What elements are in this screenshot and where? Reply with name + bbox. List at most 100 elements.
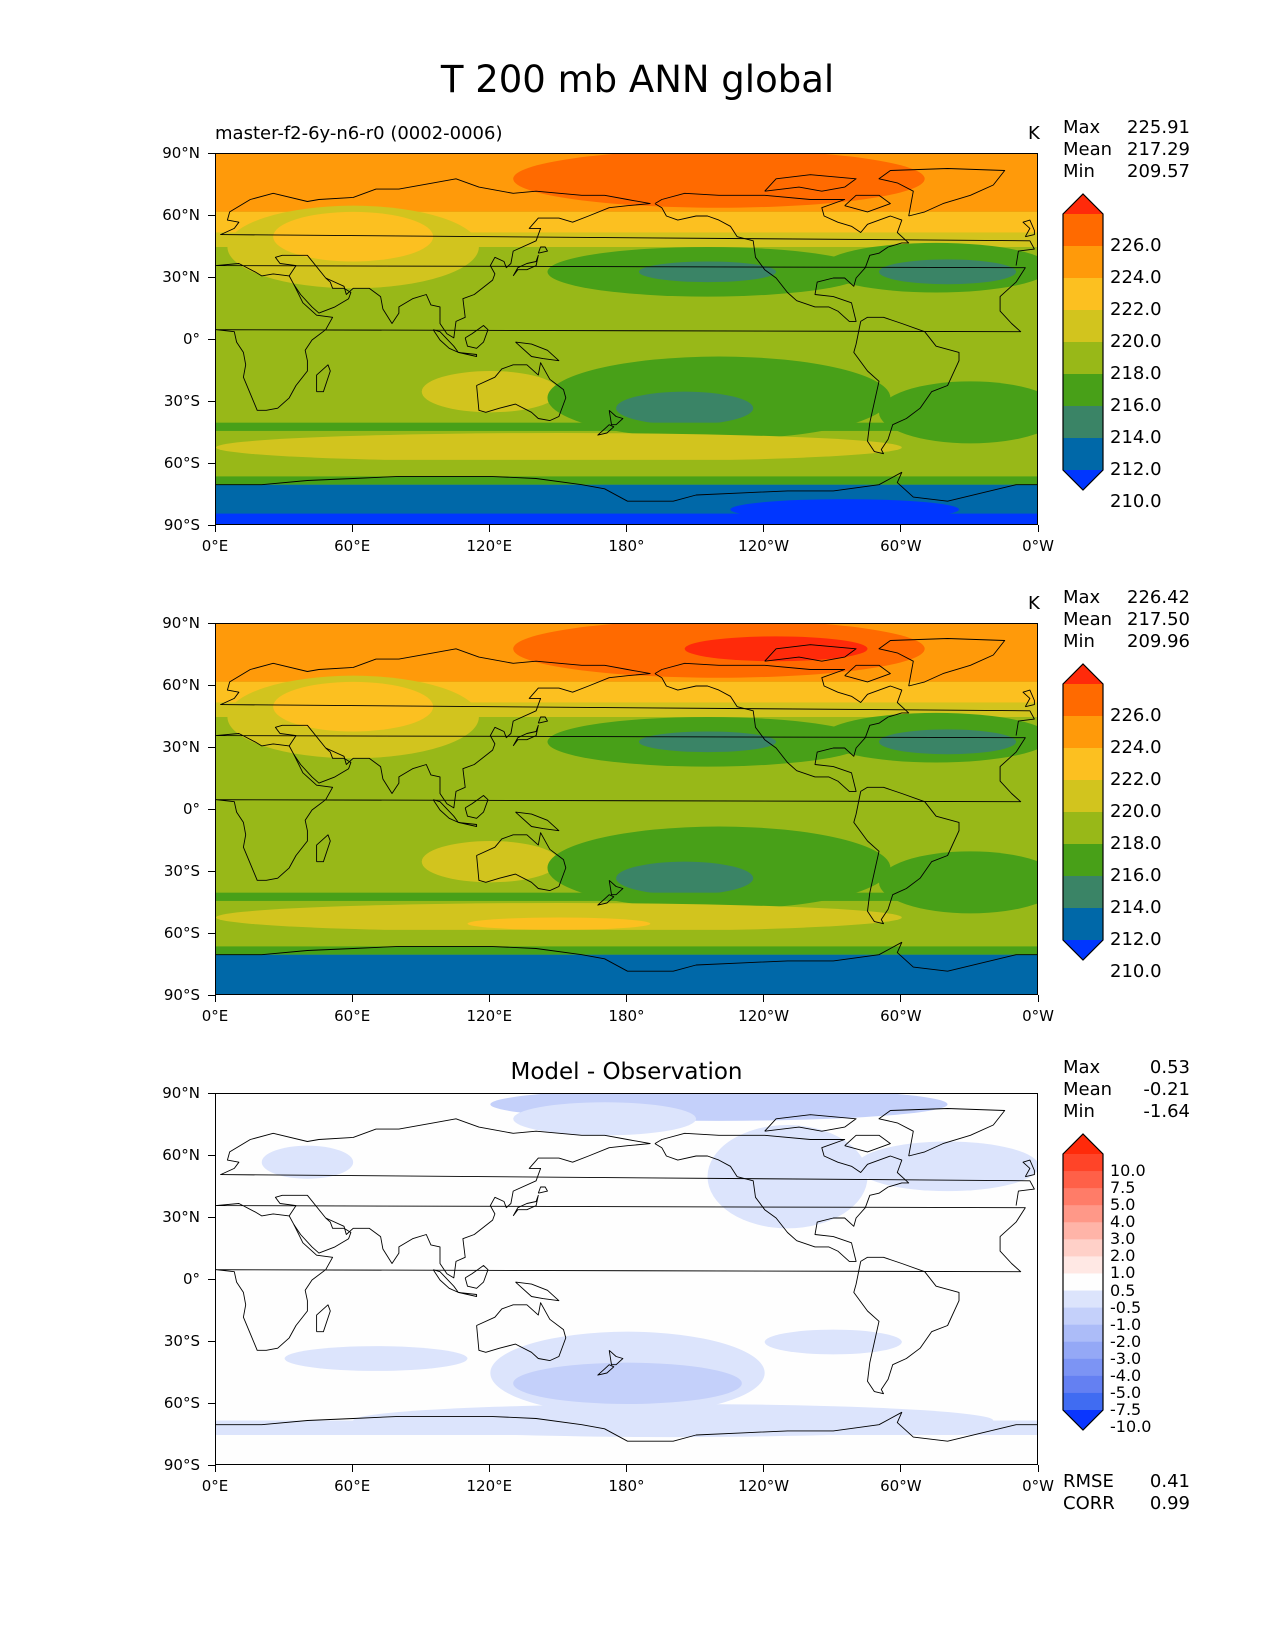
- field-band-40s: [216, 892, 1037, 901]
- y-tick-label: 90°N: [162, 614, 200, 632]
- colorbar-segment: [1063, 342, 1103, 375]
- x-tick-label: 120°E: [466, 1007, 513, 1025]
- panel-title: master-f2-6y-n6-r0 (0002-0006): [215, 123, 503, 144]
- x-tick: [214, 525, 216, 532]
- x-tick-label: 60°W: [880, 1007, 922, 1025]
- field-arctic-max: [513, 154, 925, 208]
- field-eurasia-warm: [273, 681, 434, 732]
- colorbar-tick-label: -5.0: [1110, 1382, 1142, 1402]
- colorbar-tick-label: 210.0: [1110, 491, 1162, 512]
- colorbar-segment: [1063, 1205, 1103, 1223]
- colorbar-segment: [1063, 1154, 1103, 1172]
- x-tick: [763, 1465, 765, 1472]
- map-plot-area: [215, 623, 1038, 995]
- colorbar-tick-label: 214.0: [1110, 897, 1162, 918]
- stat-label-mean: Mean: [1063, 139, 1113, 160]
- x-tick-label: 0°W: [1022, 1007, 1054, 1025]
- stat-label-mean: Mean: [1063, 609, 1113, 630]
- y-tick-label: 30°N: [162, 1208, 200, 1226]
- colorbar-segment: [1063, 1392, 1103, 1411]
- x-tick: [488, 995, 490, 1002]
- colorbar-segment: [1063, 1375, 1103, 1394]
- field-eurasia-warm: [273, 211, 434, 262]
- y-tick: [208, 1216, 215, 1218]
- y-tick: [208, 622, 215, 624]
- x-tick: [1037, 1465, 1039, 1472]
- y-tick-label: 60°S: [163, 924, 200, 942]
- x-tick-label: 0°E: [201, 537, 229, 555]
- colorbar-segment: [1063, 1188, 1103, 1206]
- field-pole-min: [216, 513, 1037, 524]
- y-tick: [208, 870, 215, 872]
- stat-value-max: 225.91: [1127, 117, 1190, 138]
- colorbar-tick-label: 212.0: [1110, 459, 1162, 480]
- y-tick-label: 0°: [182, 330, 200, 348]
- y-tick: [208, 1402, 215, 1404]
- stat-label-max: Max: [1063, 587, 1101, 608]
- map-svg: [216, 624, 1037, 994]
- panel-title: Model - Observation: [510, 1059, 743, 1085]
- field-spac-core: [616, 391, 754, 425]
- field-natl-core: [878, 729, 1017, 755]
- stat-value-min: -1.64: [1143, 1101, 1190, 1122]
- colorbar-segment: [1063, 1290, 1103, 1309]
- stat-label-max: Max: [1063, 117, 1101, 138]
- colorbar-segment: [1063, 908, 1103, 941]
- y-tick: [208, 276, 215, 278]
- y-tick-label: 0°: [182, 800, 200, 818]
- map-plot-area: [215, 1093, 1038, 1465]
- y-tick-label: 60°N: [162, 1146, 200, 1164]
- colorbar-tick-label: 3.0: [1110, 1229, 1136, 1249]
- x-tick-label: 180°: [608, 537, 645, 555]
- colorbar-segment: [1063, 1239, 1103, 1257]
- y-tick: [208, 462, 215, 464]
- x-tick: [351, 995, 353, 1002]
- x-tick: [351, 525, 353, 532]
- field-band-68s: [216, 946, 1037, 955]
- y-tick-label: 90°S: [163, 516, 200, 534]
- map-plot-area: [215, 153, 1038, 525]
- stat-value-rmse: 0.41: [1149, 1471, 1190, 1492]
- x-tick: [351, 1465, 353, 1472]
- y-tick-label: 60°S: [163, 454, 200, 472]
- field-australia: [421, 371, 559, 413]
- colorbar-segment: [1063, 780, 1103, 813]
- colorbar-tick-label: 224.0: [1110, 267, 1162, 288]
- x-tick-label: 180°: [608, 1477, 645, 1495]
- figure-title: T 200 mb ANN global: [440, 58, 835, 101]
- colorbar-top-arrow: [1063, 194, 1103, 214]
- units-label: K: [1028, 593, 1040, 614]
- colorbar-tick-label: 2.0: [1110, 1246, 1136, 1266]
- y-tick-label: 90°S: [163, 1456, 200, 1474]
- stat-value-mean: 217.50: [1127, 609, 1190, 630]
- y-tick: [208, 994, 215, 996]
- colorbar-segment: [1063, 1273, 1103, 1292]
- colorbar-segment: [1063, 748, 1103, 781]
- x-tick: [900, 1465, 902, 1472]
- field-australia: [421, 841, 559, 883]
- colorbar-segment: [1063, 716, 1103, 749]
- temperature-field: [216, 624, 1037, 994]
- field-wantarctic-min: [730, 499, 959, 520]
- y-tick-label: 0°: [182, 1270, 200, 1288]
- colorbar-tick-label: 222.0: [1110, 769, 1162, 790]
- panel-difference: Model - Observation 90°N 60°N 30°N 0° 30°S 60°…: [0, 1057, 1275, 1563]
- x-tick: [626, 995, 627, 1002]
- x-tick: [1037, 995, 1039, 1002]
- y-tick: [208, 1340, 215, 1342]
- colorbar-tick-label: 224.0: [1110, 737, 1162, 758]
- colorbar-outline: [1062, 1133, 1104, 1431]
- x-tick-label: 0°E: [201, 1477, 229, 1495]
- x-tick: [1037, 525, 1039, 532]
- y-tick-label: 60°N: [162, 676, 200, 694]
- y-tick: [208, 524, 215, 526]
- y-tick: [208, 152, 215, 154]
- colorbar-bottom-arrow: [1063, 470, 1103, 490]
- y-tick: [208, 338, 215, 340]
- colorbar-tick-label: -4.0: [1110, 1365, 1142, 1385]
- colorbar-tick-label: 212.0: [1110, 929, 1162, 950]
- colorbar-segment: [1063, 1171, 1103, 1189]
- colorbar-tick-label: -3.0: [1110, 1348, 1142, 1368]
- coastlines: [216, 168, 1037, 502]
- diff-eu: [261, 1145, 354, 1179]
